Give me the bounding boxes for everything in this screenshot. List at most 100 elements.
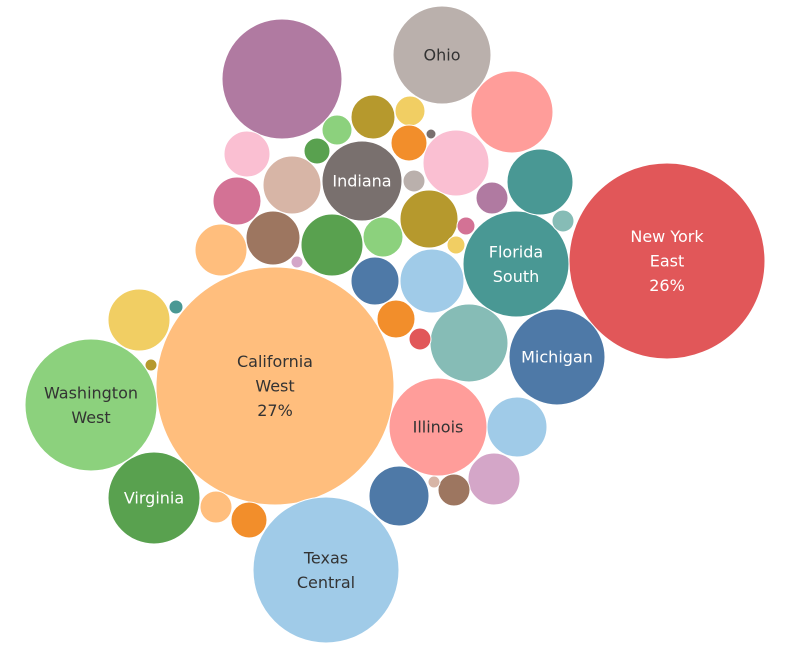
bubble-circle[interactable] (262, 155, 322, 215)
bubble-unlabeled-39[interactable] (408, 327, 432, 351)
bubble-circle[interactable] (230, 501, 268, 539)
bubble-circle[interactable] (168, 299, 184, 315)
bubble-circle[interactable] (399, 248, 465, 314)
bubble-circle[interactable] (506, 148, 574, 216)
bubble-label-line: Ohio (424, 46, 461, 65)
bubble-circle[interactable] (427, 475, 441, 489)
bubble-unlabeled-16[interactable] (467, 452, 521, 506)
bubble-unlabeled-40[interactable] (437, 473, 471, 507)
bubble-unlabeled-14[interactable] (429, 303, 509, 383)
bubble-circle[interactable] (368, 465, 430, 527)
bubble-unlabeled-46[interactable] (290, 255, 304, 269)
bubble-unlabeled-22[interactable] (262, 155, 322, 215)
bubble-circle[interactable] (321, 114, 353, 146)
bubble-unlabeled-34[interactable] (394, 95, 426, 127)
bubble-circle[interactable] (508, 308, 606, 406)
bubble-label-line: California (237, 352, 313, 371)
bubble-unlabeled-26[interactable] (107, 288, 171, 352)
bubble-circle[interactable] (303, 137, 331, 165)
bubble-unlabeled-25[interactable] (194, 223, 248, 277)
bubble-circle[interactable] (402, 169, 426, 193)
bubble-circle[interactable] (408, 327, 432, 351)
bubble-california-west[interactable]: California West 27% (155, 266, 395, 506)
bubble-unlabeled-17[interactable] (486, 396, 548, 458)
bubble-circle[interactable] (245, 210, 301, 266)
bubble-unlabeled-31[interactable] (376, 299, 416, 339)
bubble-circle[interactable] (321, 140, 403, 222)
bubble-circle[interactable] (456, 216, 476, 236)
bubble-circle[interactable] (252, 496, 400, 644)
bubble-unlabeled-35[interactable] (402, 169, 426, 193)
bubble-circle[interactable] (24, 338, 158, 472)
bubble-circle[interactable] (350, 256, 400, 306)
bubble-label-line: East (650, 252, 685, 271)
bubble-unlabeled-49[interactable] (199, 490, 233, 524)
bubble-unlabeled-13[interactable] (506, 148, 574, 216)
bubble-unlabeled-32[interactable] (321, 114, 353, 146)
bubble-unlabeled-28[interactable] (223, 130, 271, 178)
bubble-florida-south[interactable]: Florida South (462, 210, 570, 318)
bubble-circle[interactable] (475, 181, 509, 215)
bubble-circle[interactable] (437, 473, 471, 507)
bubble-circle[interactable] (107, 451, 201, 545)
bubble-circle[interactable] (470, 70, 554, 154)
bubble-circle[interactable] (350, 94, 396, 140)
bubble-circle[interactable] (376, 299, 416, 339)
bubble-new-york-east[interactable]: New York East 26% (568, 162, 766, 360)
bubble-circle[interactable] (462, 210, 570, 318)
bubble-circle[interactable] (290, 255, 304, 269)
bubble-texas-central[interactable]: Texas Central (252, 496, 400, 644)
bubble-unlabeled-29[interactable] (350, 94, 396, 140)
bubble-unlabeled-38[interactable] (230, 501, 268, 539)
bubble-circle[interactable] (394, 95, 426, 127)
bubble-unlabeled-21[interactable] (399, 189, 459, 249)
bubble-unlabeled-11[interactable] (221, 18, 343, 140)
bubble-ohio[interactable]: Ohio (392, 5, 492, 105)
bubble-circle[interactable] (551, 209, 575, 233)
bubble-circle[interactable] (107, 288, 171, 352)
bubble-circle[interactable] (429, 303, 509, 383)
bubble-circle[interactable] (221, 18, 343, 140)
bubble-illinois[interactable]: Illinois (388, 377, 488, 477)
bubble-unlabeled-12[interactable] (470, 70, 554, 154)
bubble-unlabeled-20[interactable] (350, 256, 400, 306)
bubble-unlabeled-18[interactable] (399, 248, 465, 314)
bubble-unlabeled-24[interactable] (300, 213, 364, 277)
bubble-circle[interactable] (446, 235, 466, 255)
bubble-unlabeled-19[interactable] (368, 465, 430, 527)
bubble-unlabeled-41[interactable] (456, 216, 476, 236)
bubble-unlabeled-37[interactable] (551, 209, 575, 233)
bubble-unlabeled-45[interactable] (425, 128, 437, 140)
bubble-circle[interactable] (422, 129, 490, 197)
bubble-michigan[interactable]: Michigan (508, 308, 606, 406)
bubble-circle[interactable] (425, 128, 437, 140)
bubble-circle[interactable] (390, 124, 428, 162)
bubble-circle[interactable] (300, 213, 364, 277)
bubble-unlabeled-23[interactable] (245, 210, 301, 266)
bubble-circle[interactable] (399, 189, 459, 249)
bubble-unlabeled-30[interactable] (362, 216, 404, 258)
bubble-circle[interactable] (194, 223, 248, 277)
bubble-circle[interactable] (362, 216, 404, 258)
bubble-circle[interactable] (199, 490, 233, 524)
bubble-circle[interactable] (144, 358, 158, 372)
bubble-unlabeled-27[interactable] (212, 176, 262, 226)
bubble-unlabeled-15[interactable] (422, 129, 490, 197)
bubble-label-line: Central (297, 573, 355, 592)
bubble-circle[interactable] (392, 5, 492, 105)
bubble-indiana[interactable]: Indiana (321, 140, 403, 222)
bubble-circle[interactable] (212, 176, 262, 226)
bubble-circle[interactable] (467, 452, 521, 506)
bubble-circle[interactable] (223, 130, 271, 178)
bubble-unlabeled-42[interactable] (446, 235, 466, 255)
bubble-circle[interactable] (155, 266, 395, 506)
bubble-unlabeled-36[interactable] (475, 181, 509, 215)
bubble-unlabeled-44[interactable] (144, 358, 158, 372)
bubble-unlabeled-48[interactable] (390, 124, 428, 162)
bubble-unlabeled-43[interactable] (168, 299, 184, 315)
bubble-circle[interactable] (486, 396, 548, 458)
bubble-washington-west[interactable]: Washington West (24, 338, 158, 472)
bubble-unlabeled-33[interactable] (303, 137, 331, 165)
bubble-unlabeled-47[interactable] (427, 475, 441, 489)
bubble-virginia[interactable]: Virginia (107, 451, 201, 545)
